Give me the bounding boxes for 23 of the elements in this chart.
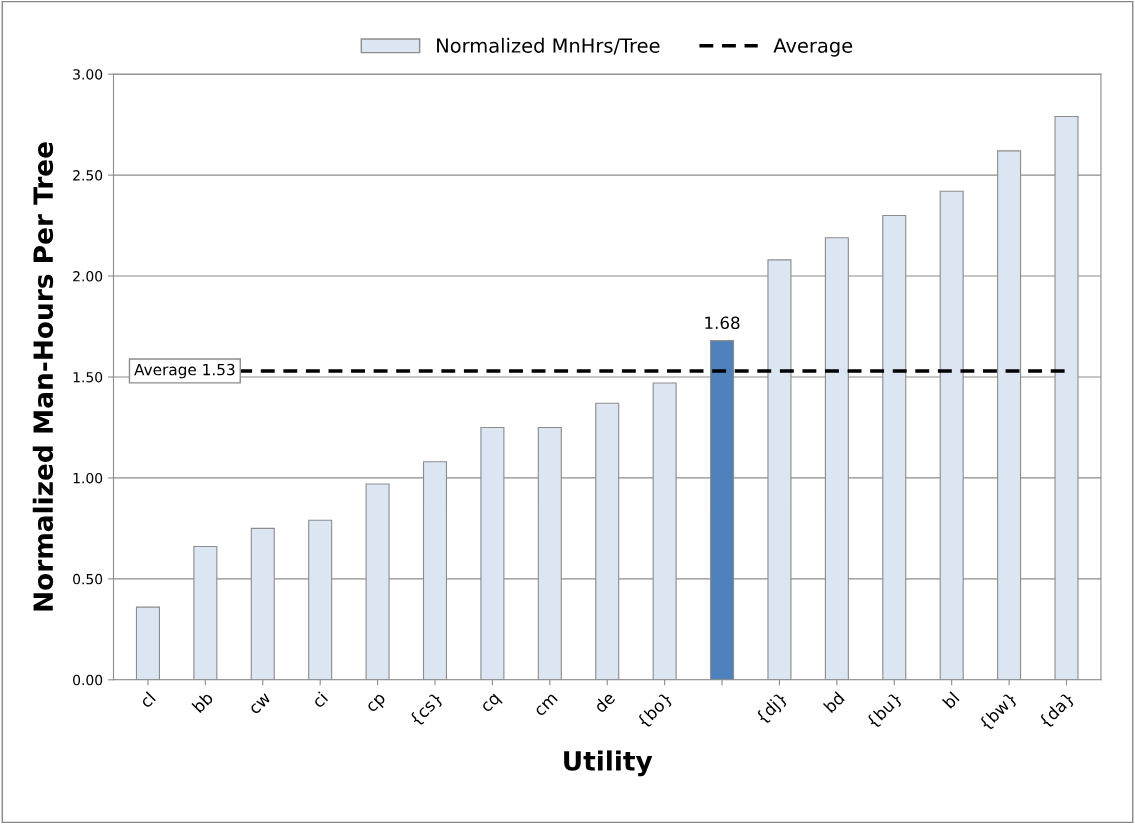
x-tick-label: cl [138,691,156,709]
x-tick-label: ci [311,691,329,709]
annotation: Average 1.53 [134,363,235,379]
y-tick-label: 2.00 [73,271,103,282]
x-tick-label: cm [534,693,558,717]
data-label: 1.68 [705,316,740,330]
y-axis-title: Normalized Man-Hours Per Tree [32,142,54,611]
x-tick-label: bd [822,691,845,714]
legend-label: Average [773,38,853,57]
x-tick-label: bb [191,690,214,714]
y-tick-label: 1.50 [73,371,103,383]
y-tick-label: 0.50 [73,573,103,585]
legend-label: Normalized MnHrs/Tree [437,37,660,55]
y-tick-label: 0.00 [73,674,103,686]
y-tick-label: 3.00 [73,69,103,80]
x-axis-title: Utility [564,750,653,777]
x-tick-label: cw [249,693,272,715]
x-tick-label: cp [366,693,389,715]
y-tick-label: 1.00 [73,472,103,484]
x-tick-label: cq [481,693,503,715]
y-tick-label: 2.50 [73,170,103,181]
x-tick-label: bl [942,691,960,710]
x-tick-label: de [593,690,616,714]
